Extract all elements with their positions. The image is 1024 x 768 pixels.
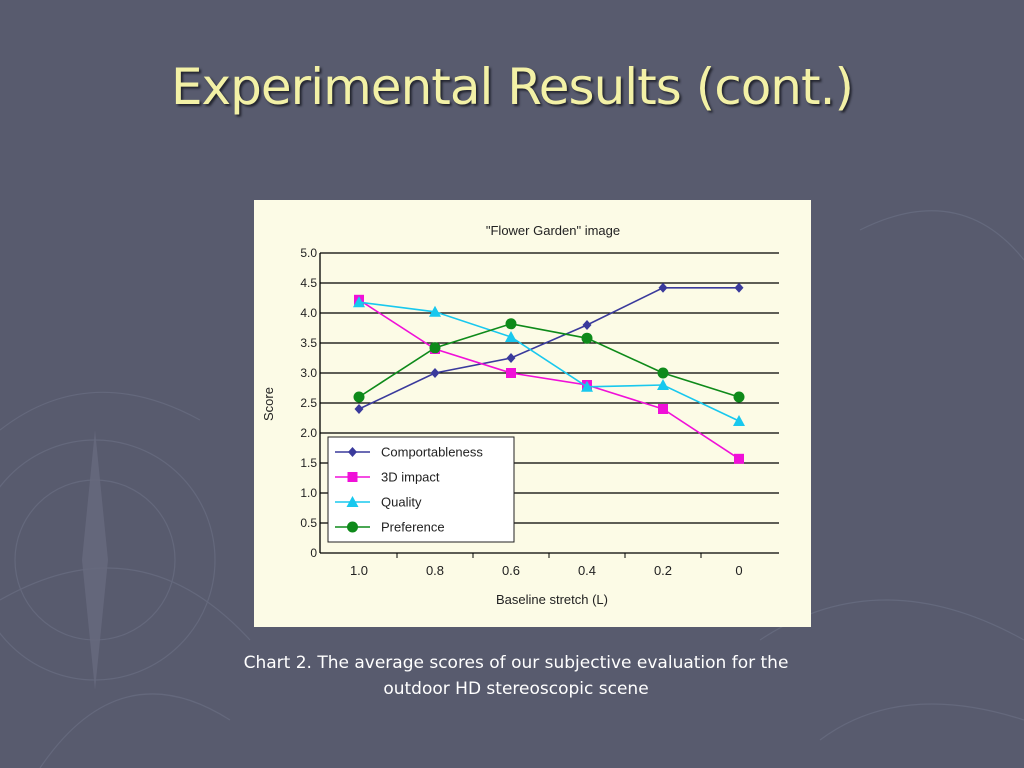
series-line	[358, 299, 740, 460]
legend-label: 3D impact	[381, 470, 440, 485]
data-point	[581, 380, 593, 392]
chart-caption: Chart 2. The average scores of our subje…	[150, 650, 882, 702]
legend-marker	[346, 496, 359, 507]
y-tick-label: 2.5	[300, 396, 317, 410]
y-tick-label: 4.0	[300, 306, 317, 320]
data-point	[353, 391, 365, 403]
chart-series	[353, 282, 745, 464]
data-point	[582, 320, 592, 330]
chart-legend: Comportableness 3D impact Quality Preferenc…	[327, 436, 515, 543]
y-tick-label: 1.5	[300, 456, 317, 470]
x-tick-label: 0.2	[654, 563, 672, 578]
y-tick-label: 5.0	[300, 246, 317, 260]
data-point	[505, 331, 517, 342]
caption-line-2: outdoor HD stereoscopic scene	[383, 679, 649, 699]
x-tick-label: 1.0	[350, 563, 368, 578]
line-chart: "Flower Garden" image 0 0.5 1.0 1.5 2.0 2.5 3.…	[261, 223, 779, 607]
y-tick-label: 0	[310, 546, 317, 560]
legend-label: Comportableness	[381, 445, 483, 460]
data-point	[506, 368, 516, 378]
series-line	[358, 301, 740, 422]
legend-label: Preference	[381, 520, 445, 535]
x-tick-label: 0.8	[426, 563, 444, 578]
data-point	[733, 415, 745, 426]
series-line	[358, 287, 739, 410]
legend-label: Quality	[381, 495, 422, 510]
series-line	[358, 322, 740, 398]
data-point	[734, 282, 744, 293]
y-tick-label: 1.0	[300, 486, 317, 500]
caption-line-1: Chart 2. The average scores of our subje…	[243, 653, 789, 673]
data-point	[353, 296, 365, 308]
data-point	[733, 391, 745, 403]
data-point	[429, 305, 441, 317]
data-point	[734, 453, 744, 464]
x-tick-label: 0.6	[502, 563, 520, 578]
chart-panel: "Flower Garden" image 0 0.5 1.0 1.5 2.0 2.5 3.…	[254, 200, 811, 627]
data-point	[658, 282, 668, 293]
slide-title: Experimental Results (cont.)	[170, 58, 854, 116]
legend-marker	[347, 521, 358, 533]
x-axis-label: Baseline stretch (L)	[496, 592, 608, 607]
chart-title: "Flower Garden" image	[486, 223, 620, 238]
data-point	[354, 404, 364, 414]
x-tick-label: 0.4	[578, 563, 596, 578]
y-tick-label: 2.0	[300, 426, 317, 440]
data-point	[657, 367, 669, 379]
x-tick-label: 0	[735, 563, 742, 578]
x-axis-ticks: 1.0 0.8 0.6 0.4 0.2 0	[350, 553, 743, 578]
legend-marker	[347, 472, 358, 482]
data-point	[430, 368, 440, 378]
y-tick-label: 4.5	[300, 276, 317, 290]
data-point	[658, 404, 668, 414]
data-point	[429, 342, 441, 354]
data-point	[657, 379, 669, 390]
y-tick-label: 3.5	[300, 336, 317, 350]
y-tick-label: 3.0	[300, 366, 317, 380]
y-tick-label: 0.5	[300, 516, 317, 530]
data-point	[581, 332, 593, 344]
data-point	[505, 318, 517, 330]
legend-marker	[348, 447, 357, 457]
y-axis-ticks: 0 0.5 1.0 1.5 2.0 2.5 3.0 3.5 4.0 4.5 5.0	[300, 246, 317, 560]
y-axis-label: Score	[261, 387, 276, 421]
data-point	[506, 353, 516, 363]
